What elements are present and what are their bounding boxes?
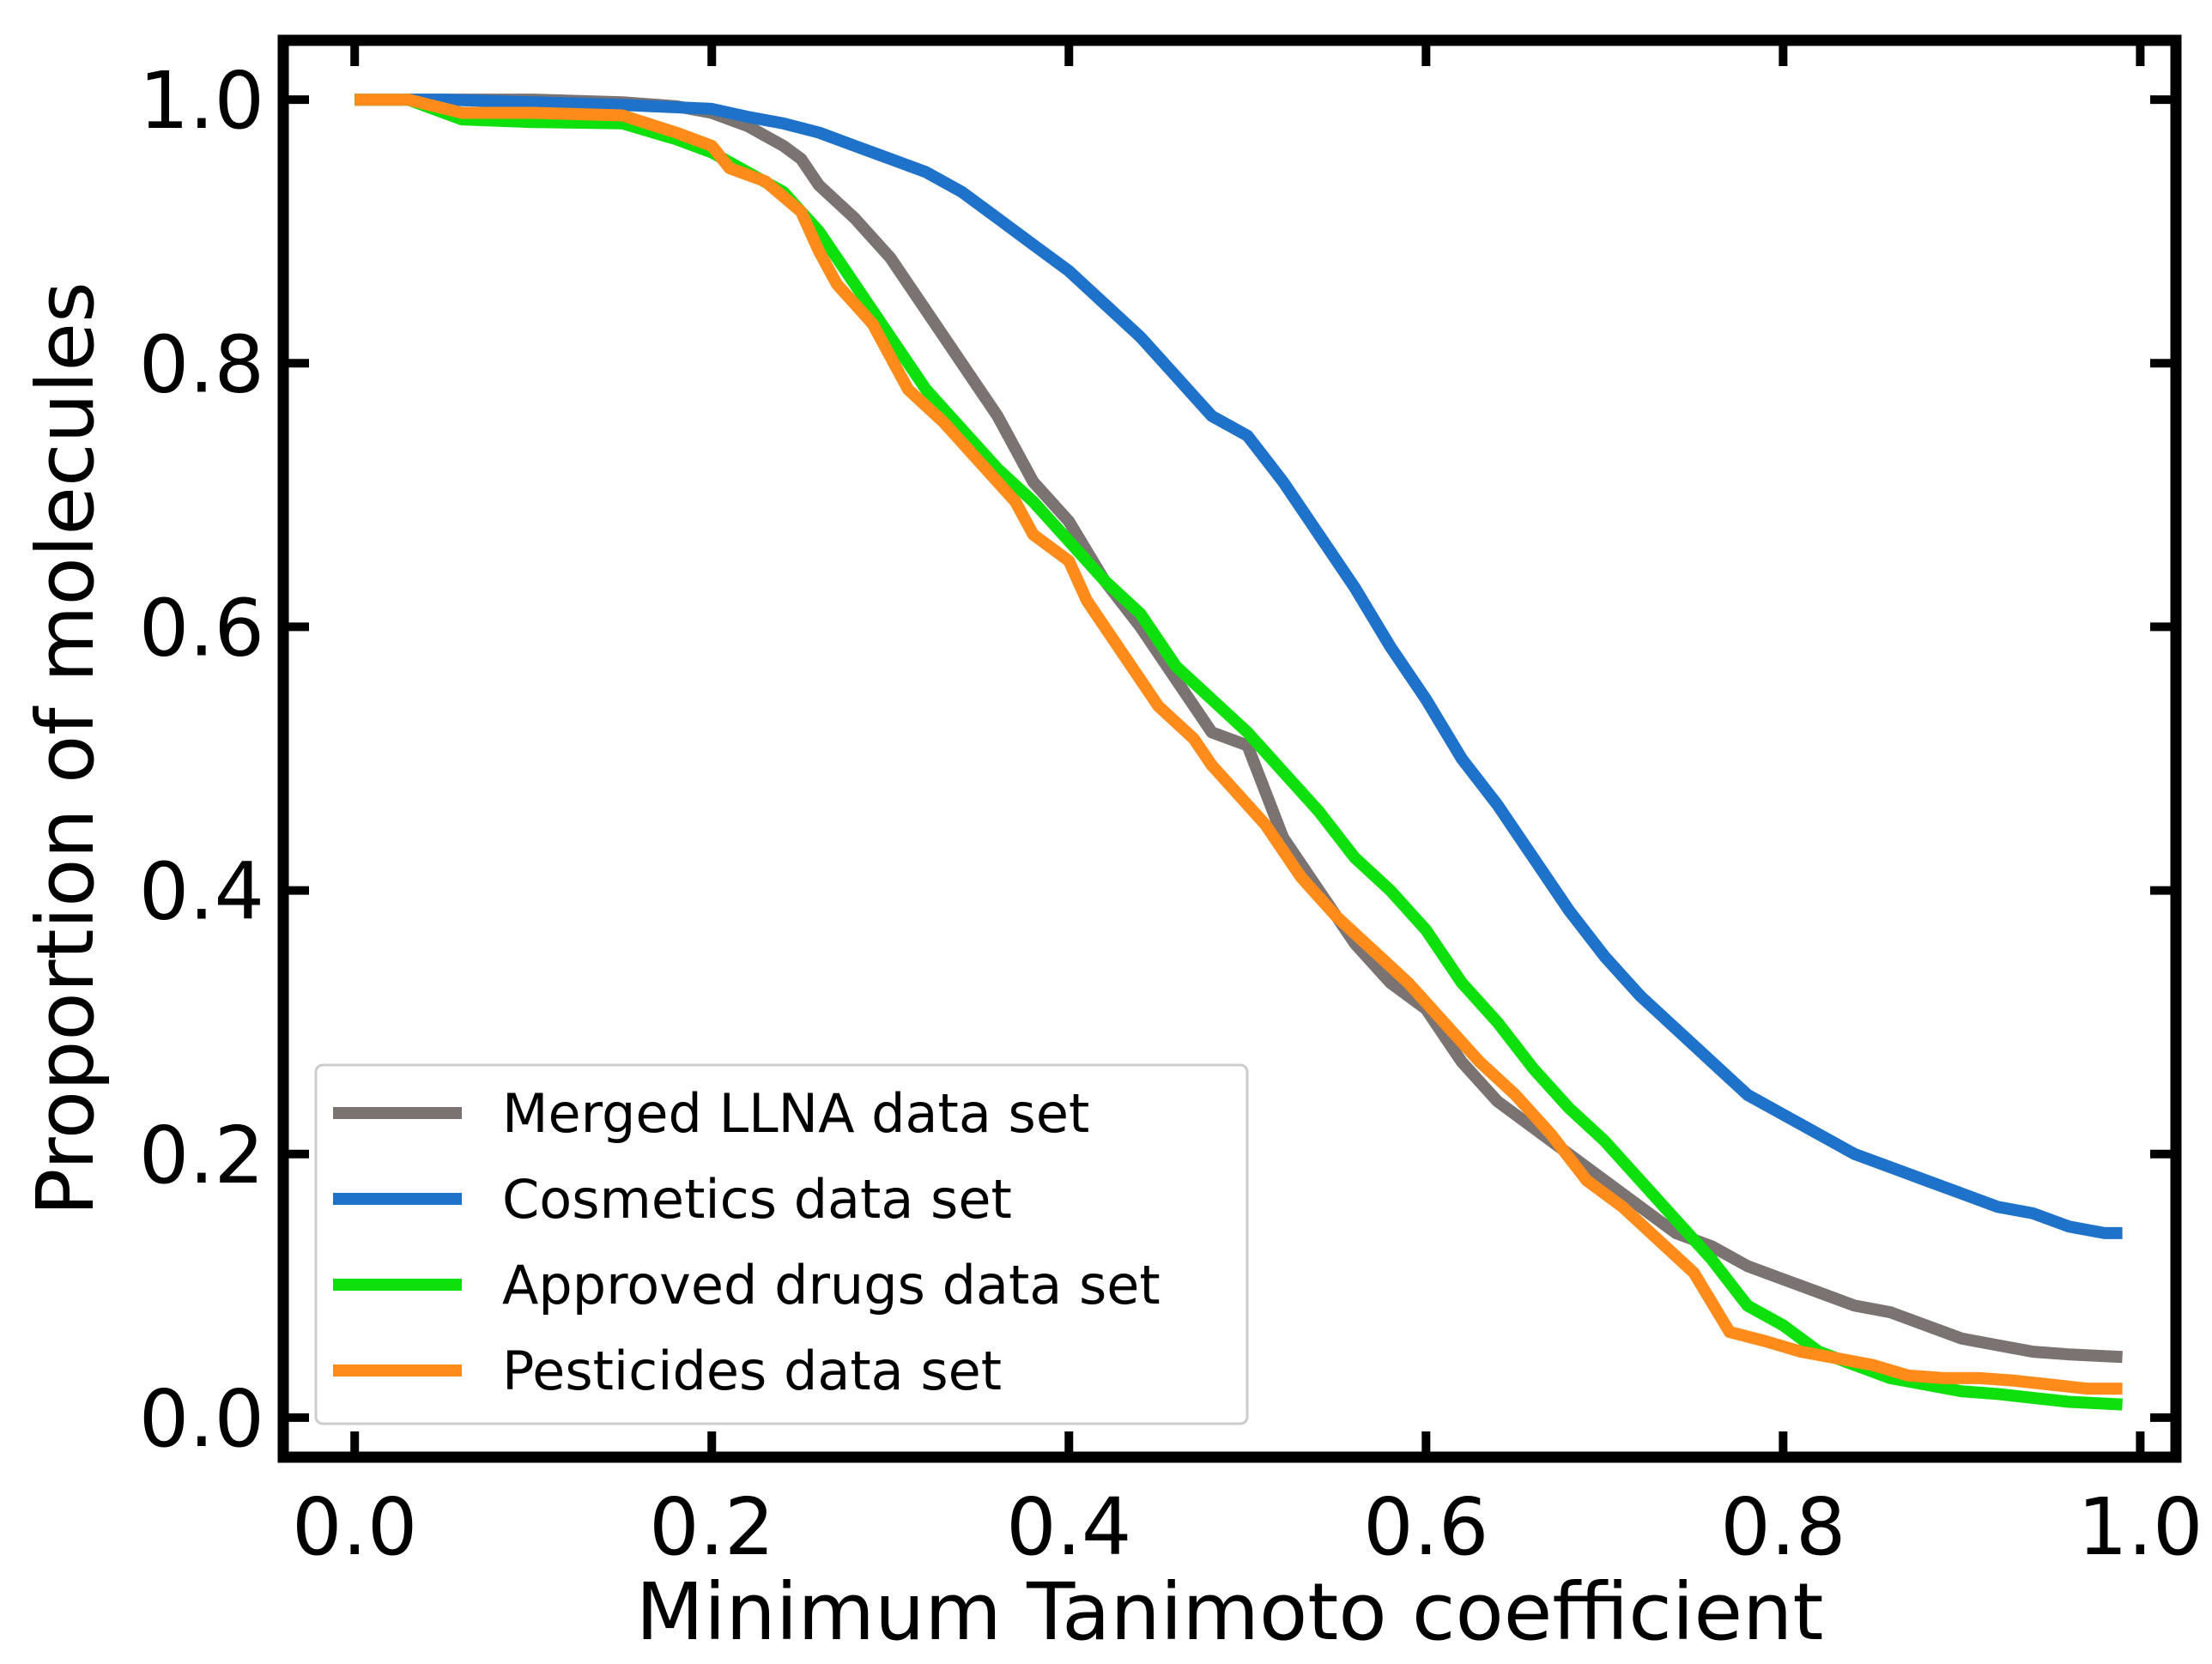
x-tick-label: 0.6 <box>1363 1481 1488 1573</box>
x-axis-label: Minimum Tanimoto coefficient <box>636 1566 1824 1658</box>
y-tick-label: 0.0 <box>139 1373 264 1465</box>
y-tick-label: 0.4 <box>139 846 264 938</box>
series-line-merged-llna-data-set <box>355 94 2123 1364</box>
legend-label-approved-drugs: Approved drugs data set <box>502 1254 1161 1316</box>
plot-frame <box>277 34 2182 1463</box>
y-tick-label: 0.2 <box>139 1110 264 1201</box>
legend-label-merged-llna: Merged LLNA data set <box>502 1082 1089 1145</box>
y-tick-label: 1.0 <box>139 55 264 147</box>
y-axis-label: Proportion of molecules <box>20 281 112 1216</box>
y-tick-label: 0.6 <box>139 582 264 674</box>
legend: Merged LLNA data set Cosmetics data set … <box>314 1063 1249 1425</box>
x-tick-label: 0.4 <box>1006 1481 1131 1573</box>
y-tick-label: 0.8 <box>139 318 264 410</box>
x-tick-label: 0.0 <box>292 1481 417 1573</box>
legend-label-cosmetics: Cosmetics data set <box>502 1168 1012 1231</box>
series-line-pesticides-data-set <box>355 94 2123 1395</box>
series-line-cosmetics-data-set <box>355 94 2123 1239</box>
ticks-layer: 0.0 0.2 0.4 0.6 0.8 1.0 0.0 0.2 0.4 0.6 0.8 1.0 <box>139 40 2203 1573</box>
x-tick-label: 1.0 <box>2077 1481 2203 1573</box>
legend-box <box>314 1063 1249 1425</box>
legend-label-pesticides: Pesticides data set <box>502 1340 1002 1402</box>
series-layer <box>355 94 2123 1411</box>
x-tick-label: 0.8 <box>1720 1481 1845 1573</box>
x-tick-label: 0.2 <box>649 1481 774 1573</box>
